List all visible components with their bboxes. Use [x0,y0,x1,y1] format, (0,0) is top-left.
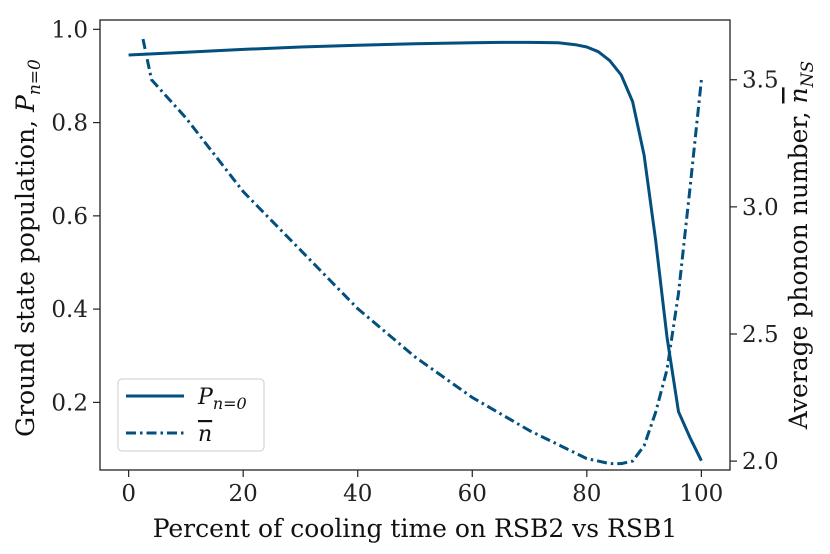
series-layer [128,38,703,466]
x-tick-label: 60 [458,481,487,507]
right-y-tick-label: 2.5 [742,322,779,348]
x-tick-label: 0 [121,481,136,507]
right-y-axis-title: Average phonon number, nNS [784,61,818,430]
left-y-tick-label: 0.8 [51,111,88,137]
right-y-tick-label: 2.0 [742,449,779,475]
left-y-tick-label: 0.4 [51,297,88,323]
legend-label-p: Pn=0 [197,385,247,413]
x-tick-label: 100 [679,481,723,507]
legend: Pn=0 n [117,378,265,452]
series-line-nbar [141,38,703,466]
x-tick-label: 20 [229,481,258,507]
right-y-tick-label: 3.5 [742,68,779,94]
legend-box [117,378,265,452]
legend-label-nbar: n [198,422,212,447]
x-tick-label: 40 [343,481,372,507]
x-axis-title: Percent of cooling time on RSB2 vs RSB1 [153,514,678,543]
left-y-tick-label: 1.0 [51,17,88,43]
right-y-tick-label: 3.0 [742,195,779,221]
left-y-axis-ticks: 0.2 0.4 0.6 0.8 1.0 [51,17,100,416]
x-tick-label: 80 [572,481,601,507]
series-line-p-n0 [128,40,703,462]
left-y-tick-label: 0.2 [51,390,88,416]
right-y-axis-ticks: 2.0 2.5 3.0 3.5 [730,68,779,475]
x-axis-ticks: 0 20 40 60 80 100 [121,470,723,507]
left-y-tick-label: 0.6 [51,204,88,230]
left-y-axis-title: Ground state population, Pn=0 [11,59,45,437]
